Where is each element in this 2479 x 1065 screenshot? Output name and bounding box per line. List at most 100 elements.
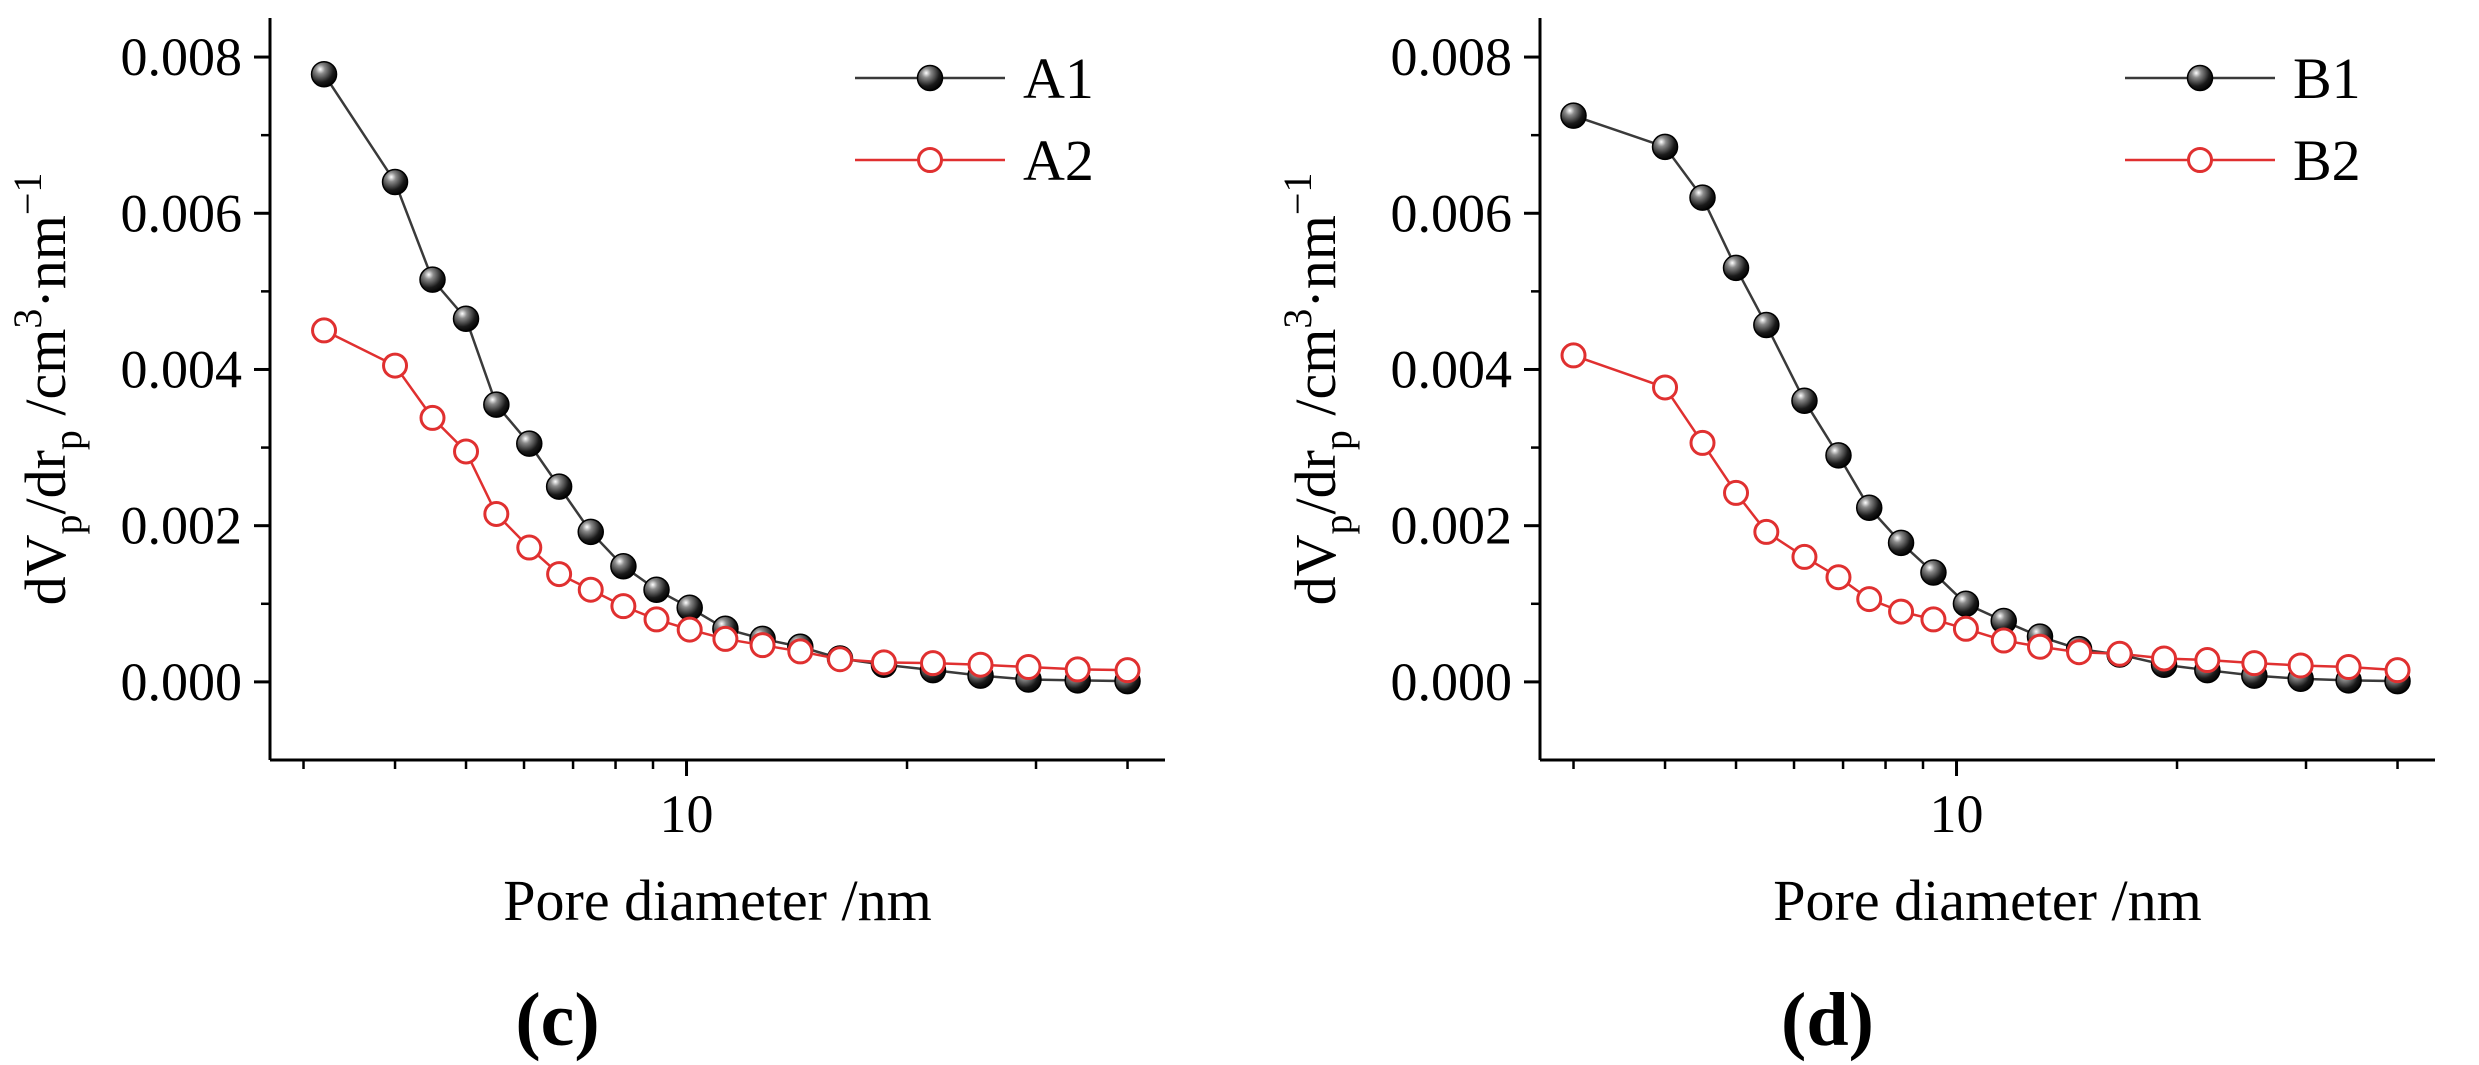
x-tick-label: 10: [660, 784, 714, 844]
data-point: [643, 606, 670, 633]
data-point: [483, 391, 510, 418]
y-axis-title-part: /dr: [1283, 450, 1348, 514]
data-point: [643, 576, 670, 603]
data-point: [919, 650, 946, 677]
data-point: [1791, 543, 1818, 570]
data-point: [311, 317, 338, 344]
data-point: [1920, 559, 1947, 586]
data-point: [419, 266, 446, 293]
legend-marker: [2186, 64, 2214, 92]
y-axis-title-part: /cm: [13, 329, 78, 430]
y-axis-title-part: p: [45, 515, 90, 535]
data-point: [610, 553, 637, 580]
y-axis-title-part: /dr: [13, 450, 78, 514]
data-point: [545, 473, 573, 500]
data-point: [452, 305, 480, 332]
legend-label: B1: [2293, 46, 2361, 111]
data-point: [1560, 342, 1587, 369]
series-B2: [1560, 342, 2411, 684]
data-point: [310, 60, 338, 88]
data-point: [1753, 311, 1780, 339]
data-point: [382, 352, 409, 379]
data-point: [1855, 494, 1883, 521]
y-axis-title-part: −1: [1275, 173, 1320, 216]
data-point: [1689, 429, 1716, 456]
data-point: [1651, 133, 1679, 161]
legend-marker: [2187, 147, 2213, 173]
data-point: [516, 430, 543, 457]
y-axis-title-part: ·nm: [13, 215, 78, 308]
y-axis-title-part: p: [1315, 515, 1360, 535]
data-point: [1689, 184, 1716, 211]
y-axis-title-part: dV: [13, 534, 78, 605]
chart-panel-c: 0.000 0.002 0.004 0.006 0.008 10 Pore diameter…: [5, 18, 1165, 1062]
data-point: [610, 593, 637, 620]
legend-item: B2: [2125, 128, 2361, 193]
data-point: [1825, 564, 1852, 591]
y-tick-label: 0.002: [121, 496, 243, 556]
legend-item: B1: [2125, 46, 2361, 111]
y-axis-title-part: −1: [5, 173, 50, 216]
legend-label: A2: [1023, 128, 1094, 193]
data-point: [870, 649, 897, 676]
data-point: [1952, 615, 1979, 642]
series-A1: [310, 60, 1141, 695]
data-point: [453, 438, 480, 465]
series-A2: [311, 317, 1141, 684]
y-tick-label: 0.006: [1391, 183, 1513, 243]
data-point: [1723, 479, 1750, 506]
data-point: [749, 632, 776, 659]
legend-item: A1: [855, 46, 1094, 111]
y-tick-label: 0.006: [121, 183, 243, 243]
y-axis-title: dVp/drp /cm3·nm−1: [1275, 173, 1360, 606]
data-point: [1952, 590, 1980, 618]
data-point: [577, 576, 604, 603]
data-point: [1064, 656, 1091, 683]
x-tick-label: 10: [1930, 784, 1984, 844]
series-B1: [1560, 102, 2411, 695]
data-point: [826, 646, 853, 673]
y-tick-label: 0.008: [121, 27, 243, 87]
y-axis-title-part: dV: [1283, 534, 1348, 605]
data-point: [676, 616, 703, 643]
data-point: [546, 561, 573, 588]
y-tick-label: 0.004: [121, 339, 243, 399]
data-point: [787, 638, 814, 665]
data-point: [516, 534, 543, 561]
data-point: [2106, 640, 2133, 667]
data-point: [1888, 598, 1915, 625]
data-point: [967, 651, 994, 678]
y-tick-label: 0.004: [1391, 339, 1513, 399]
legend-label: A1: [1023, 46, 1094, 111]
data-point: [2151, 645, 2178, 672]
legend-label: B2: [2293, 128, 2361, 193]
data-point: [2287, 652, 2314, 679]
y-tick-label: 0.008: [1391, 27, 1513, 87]
y-axis-title-part: p: [45, 430, 90, 450]
y-axis-title-part: /cm: [1283, 329, 1348, 430]
data-point: [1856, 586, 1883, 613]
series-line: [1573, 354, 2398, 672]
data-point: [381, 168, 409, 196]
y-axis-title-part: 3: [1275, 309, 1320, 329]
chart-panel-d: 0.000 0.002 0.004 0.006 0.008 10 Pore diameter…: [1275, 18, 2435, 1062]
y-axis-title-part: 3: [5, 309, 50, 329]
data-point: [1652, 374, 1679, 401]
y-axis-title-part: ·nm: [1283, 215, 1348, 308]
data-point: [483, 500, 510, 527]
legend-item: A2: [855, 128, 1094, 193]
data-point: [2241, 650, 2268, 677]
data-point: [2335, 654, 2362, 681]
data-point: [1753, 518, 1780, 545]
data-point: [1114, 657, 1141, 684]
data-point: [1887, 529, 1915, 557]
data-point: [2384, 657, 2411, 684]
data-point: [1825, 442, 1852, 469]
panel-label: (d): [1781, 978, 1874, 1062]
y-axis-title: dVp/drp /cm3·nm−1: [5, 173, 90, 606]
data-point: [712, 625, 739, 652]
legend-marker: [917, 147, 943, 173]
data-point: [1015, 654, 1042, 681]
data-point: [2066, 639, 2093, 666]
